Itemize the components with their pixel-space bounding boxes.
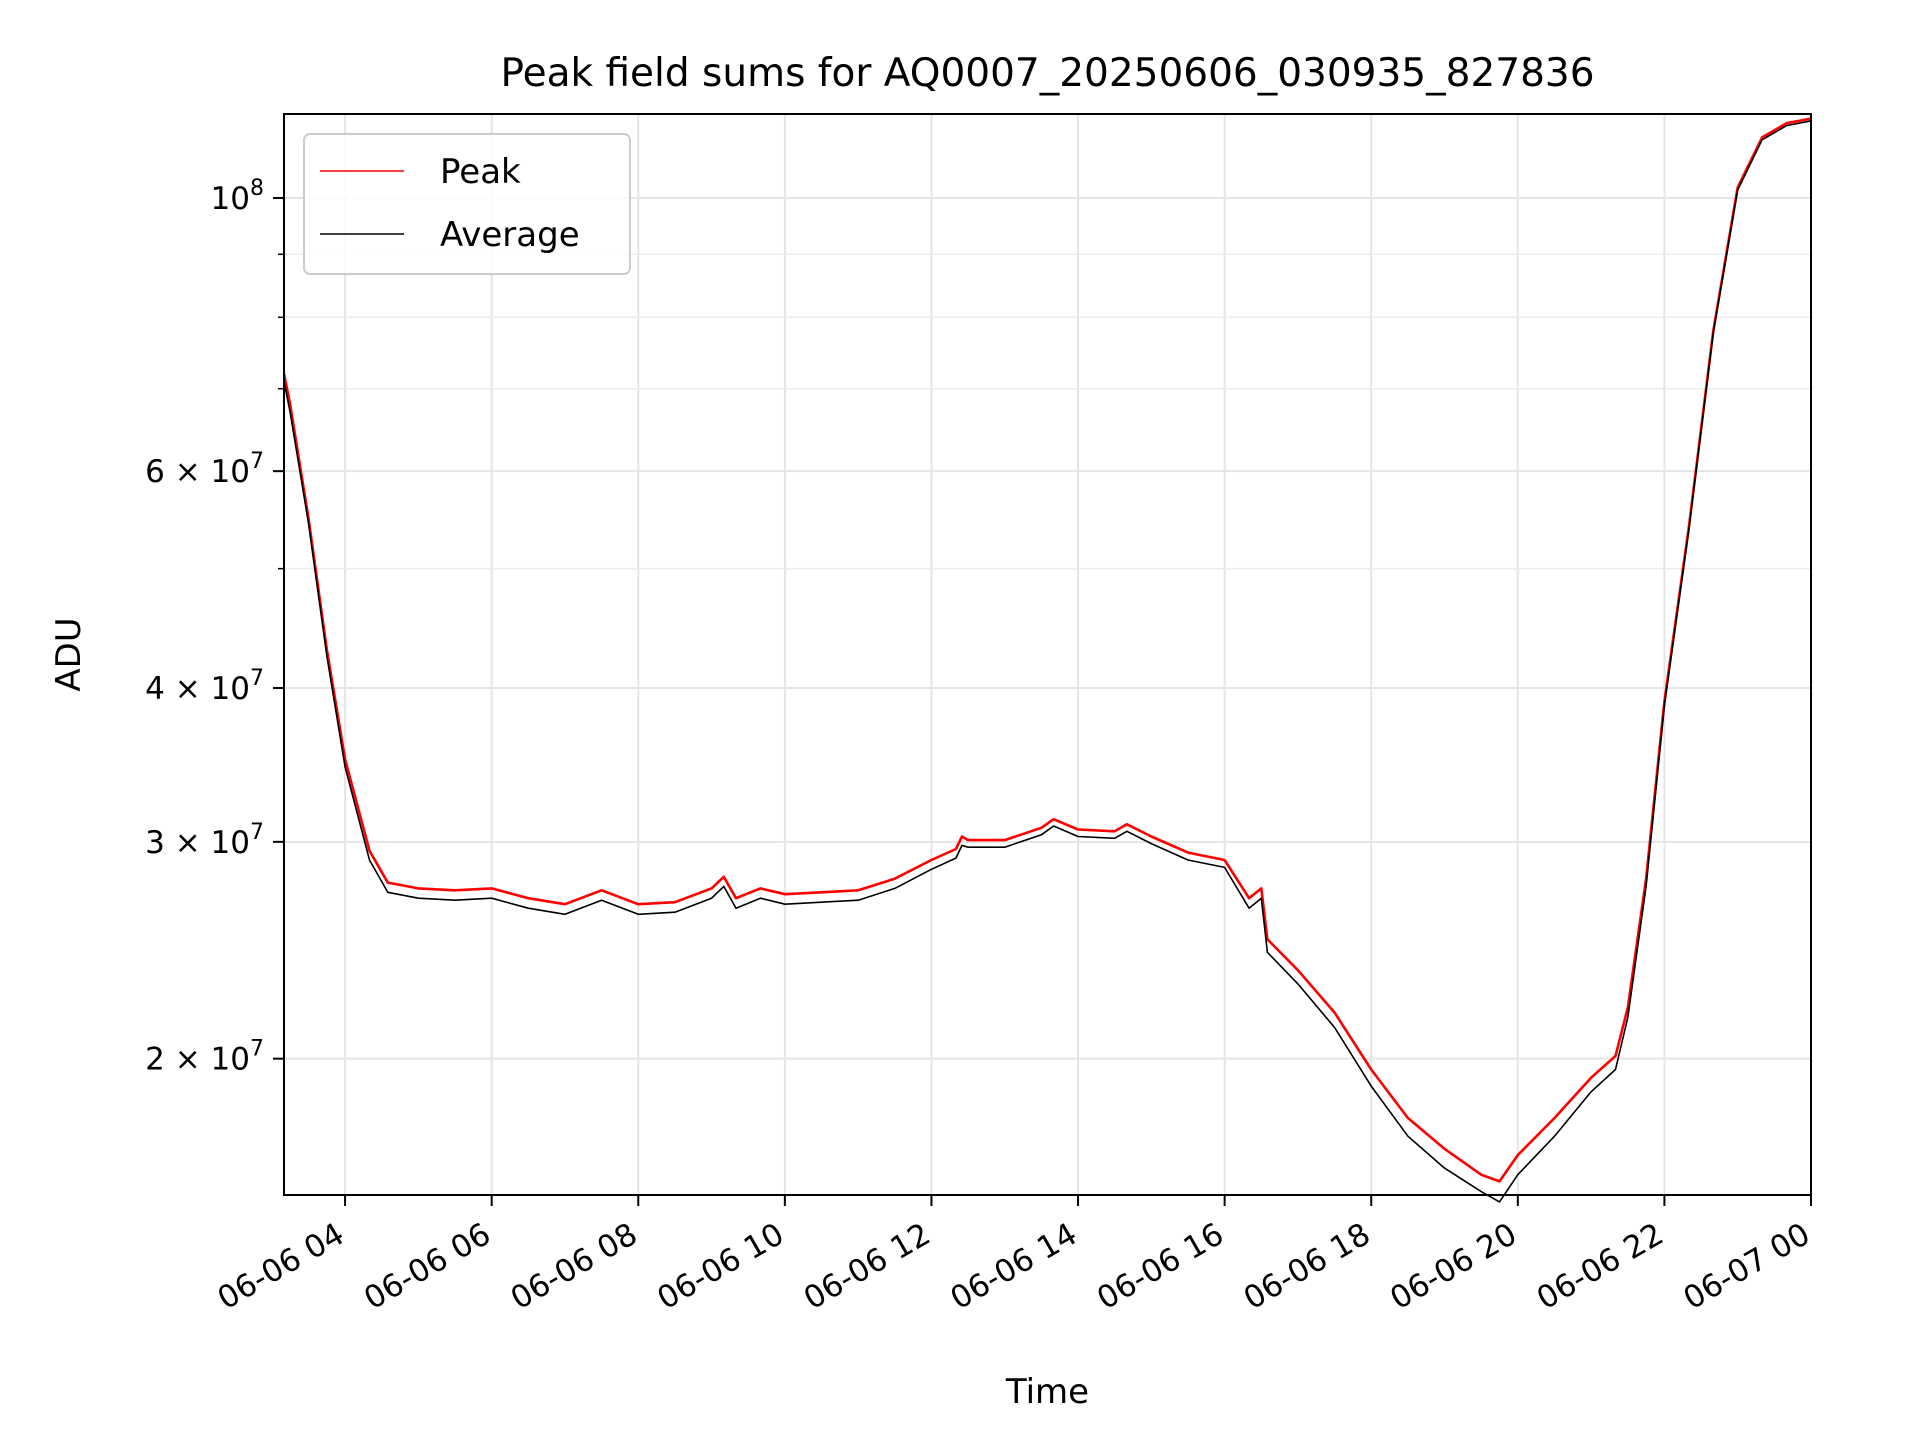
y-tick-label: 2 × 107	[145, 1037, 264, 1078]
legend: Peak Average	[303, 133, 631, 275]
series-line-peak	[282, 117, 1812, 1183]
y-tick-label: 4 × 107	[145, 666, 264, 707]
chart-title: Peak field sums for AQ0007_20250606_0309…	[500, 51, 1594, 96]
plot-frame	[283, 113, 1812, 1196]
y-tick-label: 6 × 107	[145, 449, 264, 490]
legend-label-peak: Peak	[440, 152, 521, 192]
series-group	[282, 117, 1812, 1203]
legend-box	[303, 133, 631, 275]
x-axis-label: Time	[1005, 1372, 1089, 1412]
legend-label-average: Average	[440, 215, 580, 255]
series-line-average	[283, 120, 1812, 1203]
y-tick-label: 108	[211, 176, 264, 217]
y-axis-label: ADU	[49, 617, 89, 691]
y-tick-label: 3 × 107	[145, 820, 264, 861]
